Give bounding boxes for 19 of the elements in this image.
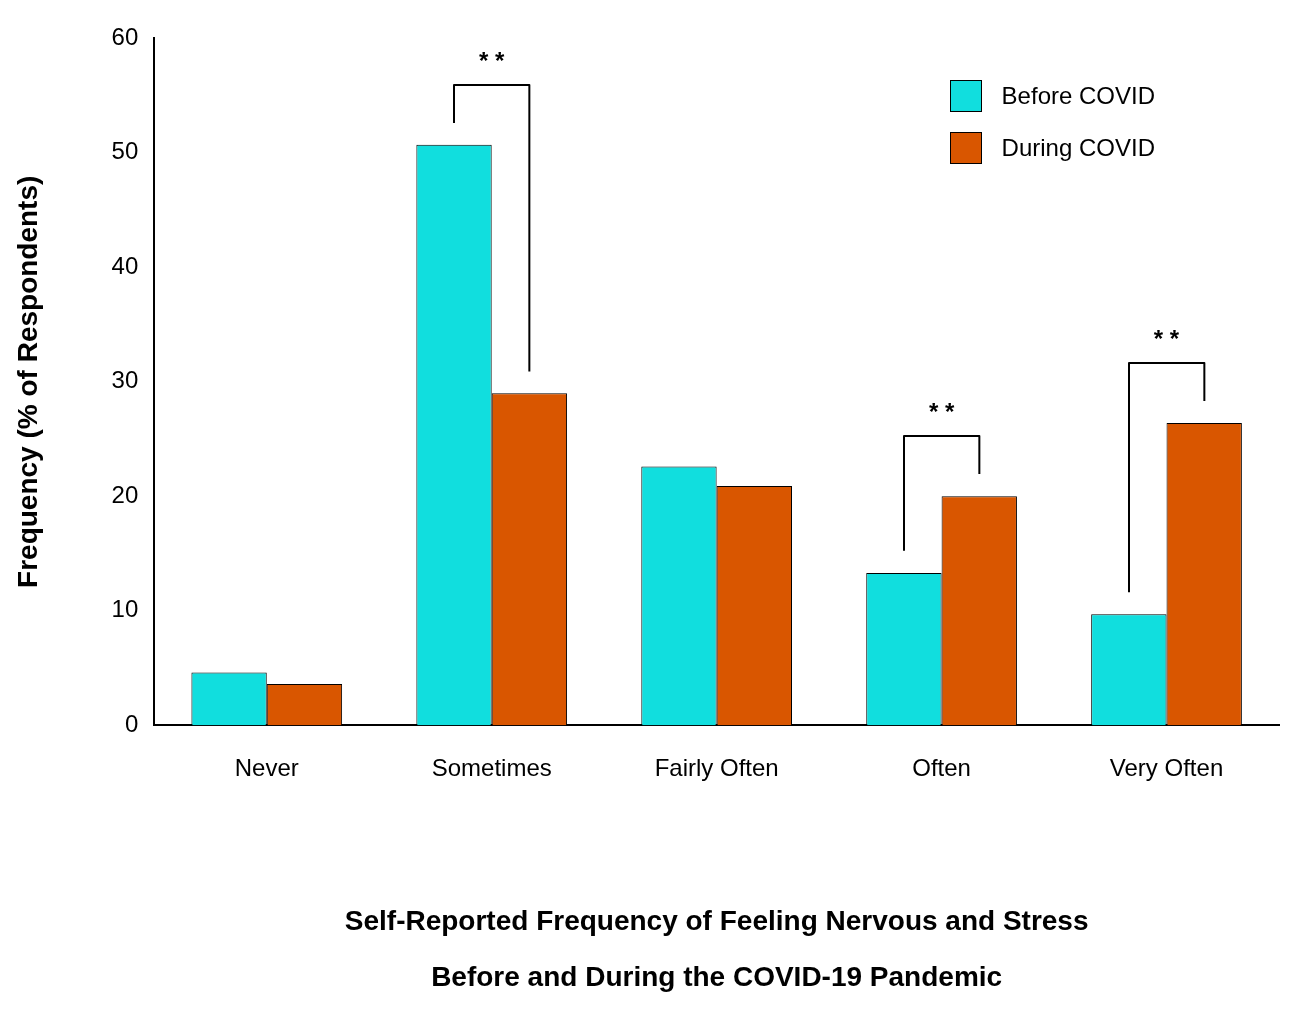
x-tick-label: Never (234, 754, 299, 782)
x-tick-label: Sometimes (431, 754, 552, 782)
annotation: * * (927, 398, 956, 427)
annotation: * * (478, 46, 506, 75)
legend-label: During COVID (1001, 134, 1155, 162)
y-axis-title: Frequency (% of Respondents) (11, 175, 43, 588)
y-tick-label: 30 (111, 366, 139, 394)
y-tick-label: 40 (111, 251, 139, 279)
x-tick-label: Very Often (1109, 754, 1224, 782)
x-axis-title: Self-Reported Frequency of Feeling Nervous and Stress Before and During the COVID-19 Pandemic (344, 904, 1089, 992)
y-tick-label: 10 (111, 595, 139, 623)
y-tick-label: 0 (124, 709, 139, 737)
annotation: * * (1152, 325, 1181, 353)
y-tick-label: 20 (111, 480, 139, 508)
x-tick-label: Fairly Often (654, 754, 779, 782)
y-tick-label: 60 (111, 23, 139, 51)
y-tick-label: 50 (111, 137, 139, 165)
x-tick-label: Often (912, 754, 971, 782)
legend-label: Before COVID (1001, 82, 1155, 110)
